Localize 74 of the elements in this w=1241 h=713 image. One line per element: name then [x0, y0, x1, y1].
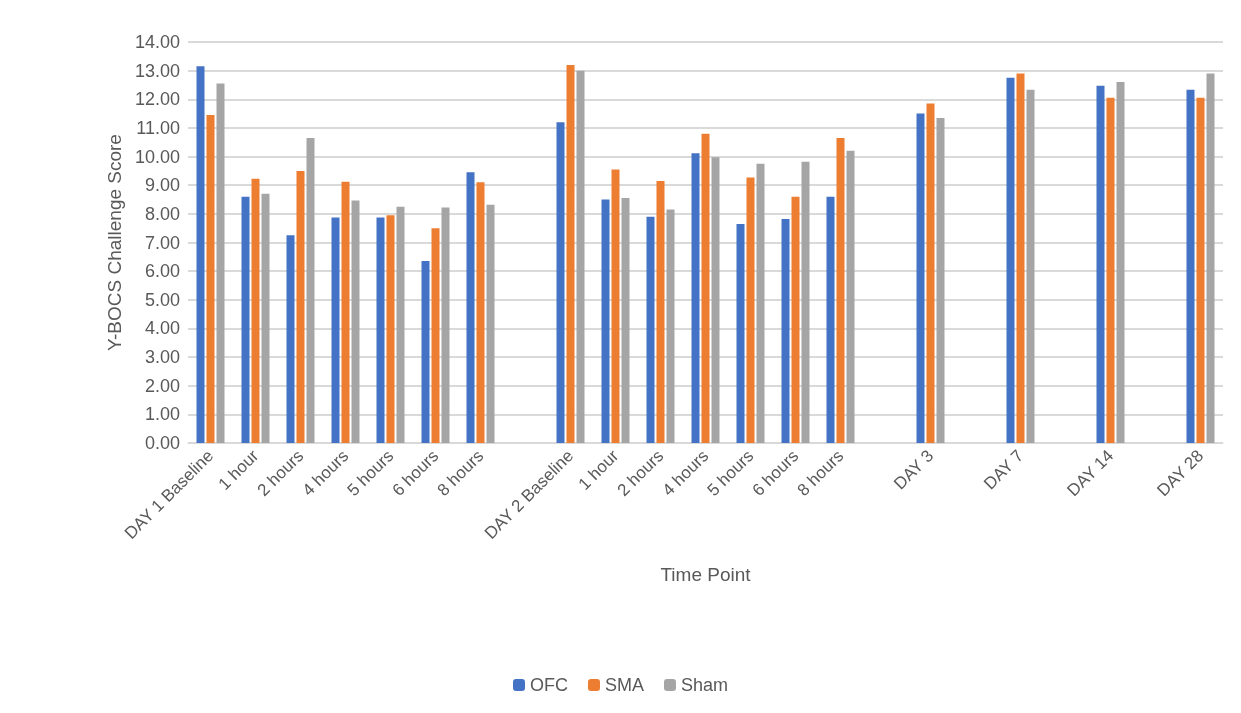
y-tick-label: 3.00: [144, 347, 180, 368]
bar: [376, 217, 385, 443]
y-tick-label: 13.00: [134, 60, 180, 81]
bar: [601, 199, 610, 443]
bar: [846, 150, 855, 443]
bar: [1016, 73, 1025, 443]
y-tick-label: 0.00: [144, 433, 180, 453]
bar: [826, 196, 835, 443]
bar: [206, 115, 215, 443]
bar: [756, 163, 765, 443]
bar: [556, 122, 565, 443]
y-tick-label: 7.00: [144, 232, 180, 253]
bar: [1196, 97, 1205, 443]
y-tick-label: 1.00: [144, 404, 180, 425]
y-tick-label: 4.00: [144, 318, 180, 339]
bar: [196, 66, 205, 443]
y-tick-label: 10.00: [134, 146, 180, 167]
bar: [476, 182, 485, 443]
bar: [916, 113, 925, 443]
bar: [351, 200, 360, 443]
bar: [711, 157, 720, 443]
bar: [306, 137, 315, 443]
bar: [396, 206, 405, 443]
bar: [701, 133, 710, 443]
bar: [441, 207, 450, 443]
bar: [296, 170, 305, 443]
bar: [251, 178, 260, 443]
y-tick-label: 11.00: [136, 117, 180, 138]
bar: [791, 196, 800, 443]
y-tick-label: 9.00: [144, 175, 180, 196]
bar: [746, 177, 755, 443]
bar: [486, 204, 495, 443]
x-axis-title: Time Point: [660, 564, 752, 585]
bar: [431, 228, 440, 443]
bar: [1116, 82, 1125, 443]
bar: [781, 219, 790, 443]
bar: [341, 181, 350, 443]
bar: [331, 217, 340, 443]
y-tick-label: 6.00: [144, 261, 180, 282]
bar: [691, 153, 700, 443]
bar: [666, 209, 675, 443]
bar: [1096, 85, 1105, 443]
bar: [1026, 89, 1035, 443]
y-tick-label: 8.00: [144, 203, 180, 224]
legend-label: SMA: [604, 675, 644, 695]
bar: [261, 193, 270, 443]
bar: [566, 64, 575, 443]
bar: [241, 196, 250, 443]
bar: [466, 172, 475, 443]
bar: [621, 198, 630, 443]
bar: [836, 137, 845, 443]
bar: [1006, 77, 1015, 443]
bar: [1206, 73, 1215, 443]
bar: [576, 70, 585, 443]
bar: [421, 261, 430, 443]
bar: [656, 180, 665, 443]
y-tick-label: 14.00: [134, 32, 180, 52]
legend-label: OFC: [529, 675, 568, 695]
bar: [386, 215, 395, 443]
y-tick-label: 12.00: [134, 89, 180, 110]
bar: [936, 117, 945, 443]
bar: [646, 216, 655, 443]
bar: [801, 161, 810, 443]
bar: [926, 103, 935, 443]
bar: [611, 169, 620, 443]
bar: [216, 83, 225, 443]
bar: [1186, 89, 1195, 443]
bar: [1106, 97, 1115, 443]
bar: [286, 235, 295, 443]
bar: [736, 223, 745, 443]
y-axis-title: Y-BOCS Challenge Score: [104, 134, 126, 351]
legend-label: Sham: [680, 675, 729, 695]
y-tick-label: 2.00: [144, 375, 180, 396]
y-tick-label: 5.00: [144, 289, 180, 310]
